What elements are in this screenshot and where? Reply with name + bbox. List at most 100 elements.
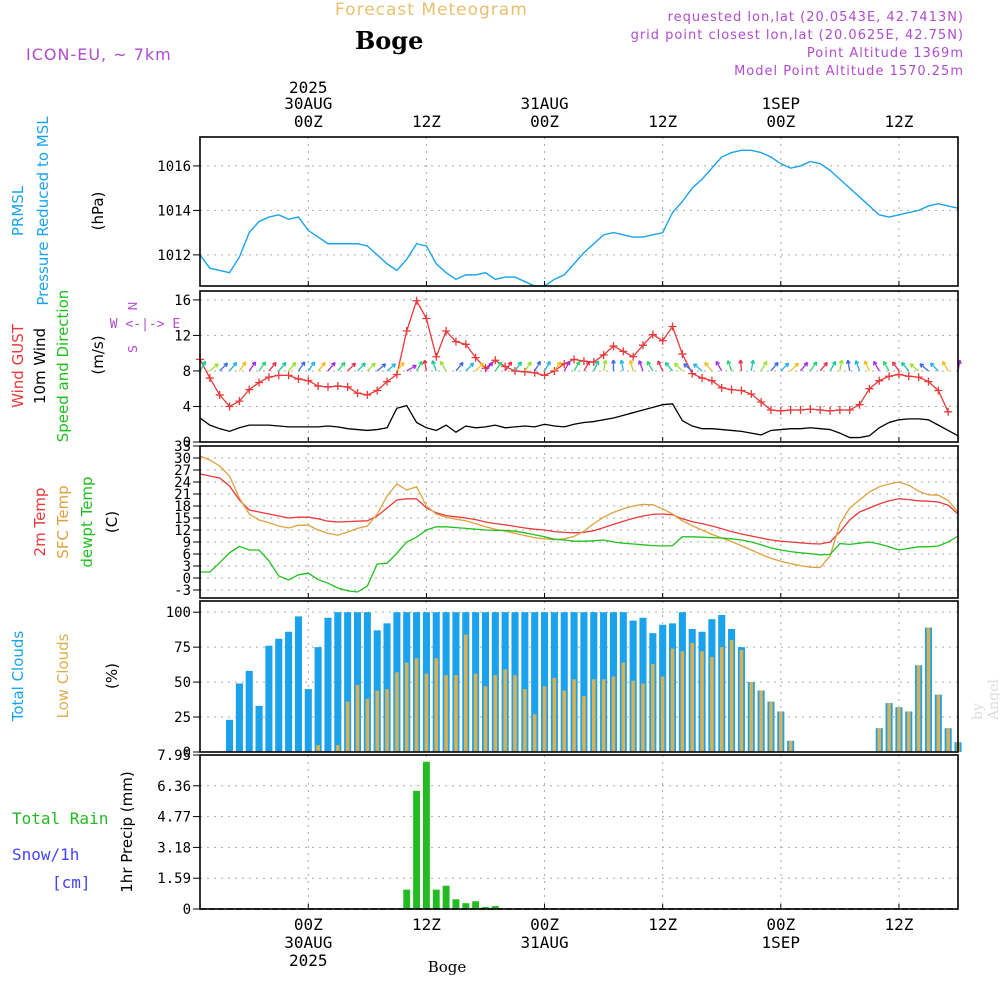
low-clouds-bar (542, 686, 547, 752)
y-tick-label: 6.36 (157, 779, 191, 795)
wind-direction-arrow (406, 364, 417, 372)
low-clouds-bar (483, 686, 488, 752)
gust-marker (776, 406, 785, 415)
top-time-label: 1SEP (762, 94, 801, 113)
low-clouds-bar (434, 658, 439, 752)
total-clouds-bar (344, 612, 352, 752)
wind-direction-arrow (646, 360, 654, 372)
bottom-time-label: 30AUG (284, 933, 332, 952)
wind-direction-arrow (901, 361, 910, 372)
gust-marker (609, 342, 618, 351)
panel-frame (199, 445, 959, 599)
bottom-time-label: 12Z (884, 915, 913, 934)
y-tick-label: 50 (174, 675, 191, 691)
gust-marker (245, 385, 254, 394)
wind-direction-arrow (553, 361, 562, 372)
wind-direction-arrow (919, 363, 929, 372)
gust-marker (894, 370, 903, 379)
gust-marker (284, 371, 293, 380)
bottom-time-label: 1SEP (762, 933, 801, 952)
wind-direction-arrow (268, 361, 277, 372)
y-tick-label: 6 (183, 547, 191, 563)
top-time-label: 30AUG (284, 94, 332, 113)
low-clouds-bar (336, 745, 340, 752)
gust-marker (914, 373, 923, 382)
wind-direction-arrow (854, 360, 861, 372)
temp-2m-side-label: 2m Temp (31, 488, 49, 557)
wind-direction-arrow (693, 363, 703, 372)
gust-marker (491, 356, 500, 365)
gust-marker (816, 406, 825, 415)
gust-marker (766, 406, 775, 415)
dewpoint-side-label: dewpt Temp (78, 476, 96, 567)
wind-direction-arrow (929, 362, 939, 372)
low-clouds-bar (631, 680, 635, 752)
y-tick-label: 75 (174, 640, 191, 656)
wind-direction-arrow (819, 361, 828, 372)
y-tick-label: 1.59 (157, 871, 191, 887)
y-tick-label: 24 (174, 475, 191, 491)
bottom-time-label: 2025 (289, 951, 328, 970)
precip-unit-label: 1hr Precip (mm) (118, 771, 136, 892)
rain-bar (413, 790, 421, 909)
gust-marker (392, 370, 401, 379)
y-tick-label: 16 (174, 293, 191, 309)
gust-marker (806, 405, 815, 414)
wind-direction-arrow (258, 361, 267, 372)
wind-direction-arrow (882, 360, 890, 372)
wind-direction-arrow (770, 361, 779, 372)
wind-direction-arrow (873, 360, 880, 372)
wind-direction-arrow (347, 362, 357, 372)
low-clouds-bar (788, 740, 793, 752)
gust-marker (570, 355, 579, 364)
gust-marker (717, 383, 726, 392)
compass-rose: W <-|-> E (110, 317, 180, 332)
low-clouds-bar (355, 684, 360, 752)
wind-direction-arrow (726, 360, 733, 372)
low-clouds-bar (670, 648, 675, 752)
wind-direction-arrow (337, 361, 346, 372)
wind-direction-arrow (475, 362, 485, 372)
low-clouds-bar (769, 701, 773, 752)
pressure-side-label: PRMSL (9, 185, 27, 236)
y-tick-label: 18 (174, 499, 191, 515)
low-clouds-bar (779, 711, 783, 752)
low-clouds-bar (562, 690, 567, 752)
wind-direction-arrow (593, 360, 600, 372)
y-tick-label: 7.95 (157, 748, 191, 764)
gust-marker (205, 374, 214, 383)
wind-direction-arrow (750, 359, 756, 372)
meteogram-title: Forecast Meteogram (335, 0, 528, 20)
snow-side-label: Snow/1h (12, 845, 79, 864)
wind-direction-arrow (760, 360, 768, 372)
wind-direction-arrow (909, 363, 920, 372)
point-altitude: Point Altitude 1369m (806, 46, 964, 61)
gust-marker (422, 314, 431, 323)
total-clouds-bar (255, 705, 263, 752)
gust-marker (402, 326, 411, 335)
gust-marker (668, 322, 677, 331)
wind-direction-arrow (524, 361, 532, 372)
panel-frame (199, 136, 959, 287)
gust-marker (619, 347, 628, 356)
wind-direction-arrow (248, 361, 257, 372)
total-clouds-bar (324, 617, 332, 752)
bottom-time-label: 12Z (648, 915, 677, 934)
low-clouds-bar (424, 673, 429, 752)
wind-direction-arrow (238, 361, 247, 372)
low-clouds-bar (365, 698, 370, 752)
low-clouds-bar (582, 696, 586, 752)
total-clouds-bar (225, 719, 234, 752)
low-clouds-bar (621, 662, 626, 752)
gust-marker (638, 341, 647, 350)
rain-bar (472, 901, 480, 909)
gust-marker (786, 406, 795, 415)
temp-2m-line (199, 473, 959, 545)
y-tick-label: 0 (183, 571, 191, 587)
footer-station-label: Boge (428, 958, 467, 976)
y-tick-label: 100 (166, 605, 191, 621)
low-clouds-bar (601, 679, 606, 752)
rain-bar (403, 889, 411, 909)
wind-unit-label: (m/s) (89, 335, 107, 374)
